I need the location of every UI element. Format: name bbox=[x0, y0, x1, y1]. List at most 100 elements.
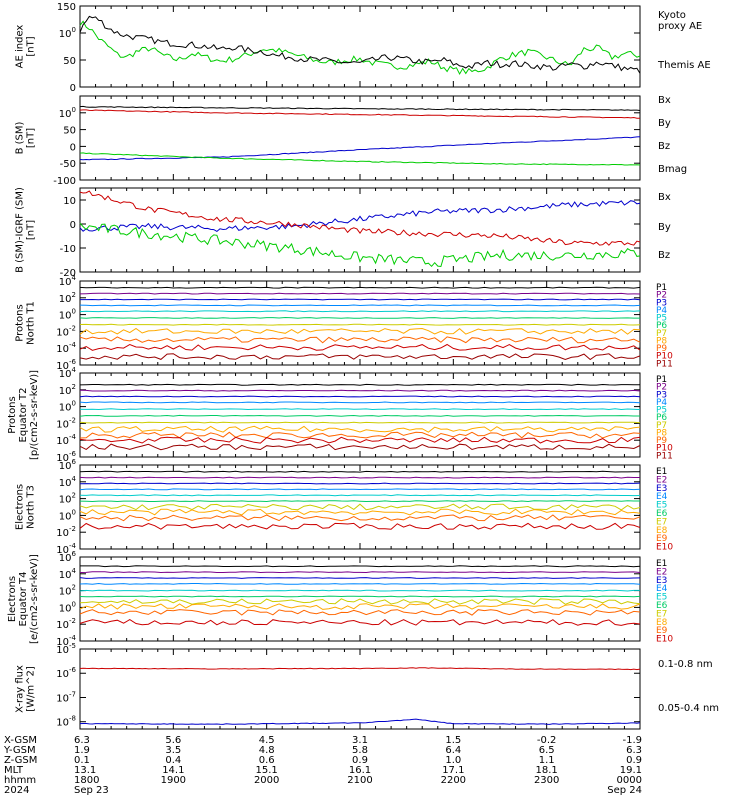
channel-line-e6 bbox=[79, 595, 641, 598]
ephemeris-value: 2000 bbox=[254, 775, 279, 786]
series-line-by bbox=[79, 222, 641, 268]
channel-label: P9 bbox=[656, 436, 667, 446]
series-line-kyoto-proxy-ae bbox=[79, 20, 641, 76]
y-tick-label: 106 bbox=[59, 458, 77, 472]
channel-label: E5 bbox=[656, 593, 667, 603]
y-axis-label: [e/(cm2-s-sr-keV)] bbox=[29, 554, 40, 644]
ephemeris-value: Sep 24 bbox=[607, 785, 642, 796]
panel-frame bbox=[79, 5, 641, 88]
ephemeris-value: 15.1 bbox=[256, 765, 278, 776]
y-tick-label: 0 bbox=[70, 142, 76, 153]
y-axis-label: AE index bbox=[15, 25, 26, 69]
channel-label: P9 bbox=[656, 344, 667, 354]
y-axis-label: North T1 bbox=[26, 301, 37, 345]
y-tick-label: 10-2 bbox=[56, 525, 76, 539]
ephemeris-value: 6.3 bbox=[626, 745, 642, 756]
ephemeris-value: 1.5 bbox=[445, 735, 461, 746]
y-tick-label: 10-6 bbox=[56, 666, 76, 680]
channel-label: E9 bbox=[656, 626, 668, 636]
channel-label: P11 bbox=[656, 451, 673, 461]
channel-line-p1 bbox=[79, 286, 641, 289]
channel-line-p7 bbox=[79, 421, 641, 424]
panel-frame bbox=[79, 187, 641, 273]
channel-label: E7 bbox=[656, 517, 667, 527]
series-label: Bx bbox=[658, 192, 671, 203]
series-line-by bbox=[79, 152, 641, 166]
ephemeris-value: 1900 bbox=[161, 775, 186, 786]
channel-label: E8 bbox=[656, 526, 668, 536]
channel-label: P8 bbox=[656, 428, 667, 438]
channel-label: E10 bbox=[656, 543, 673, 553]
channel-label: P3 bbox=[656, 298, 667, 308]
ephemeris-value: 3.1 bbox=[352, 735, 368, 746]
channel-line-e1 bbox=[79, 470, 641, 473]
y-tick-label: 10-2 bbox=[56, 324, 76, 338]
series-line-0-05-0-4-nm bbox=[79, 718, 641, 725]
channel-line-p1 bbox=[79, 383, 640, 386]
ephemeris-value: 0.9 bbox=[626, 755, 642, 766]
channel-line-e9 bbox=[79, 514, 641, 522]
channel-label: E7 bbox=[656, 609, 667, 619]
series-line-bz bbox=[79, 190, 641, 246]
channel-label: P11 bbox=[656, 359, 673, 369]
channel-line-e3 bbox=[79, 482, 641, 485]
y-axis-label: North T3 bbox=[26, 485, 37, 529]
channel-label: P10 bbox=[656, 352, 673, 362]
y-axis-label: Equator T2 bbox=[18, 388, 29, 443]
y-tick-label: 10-8 bbox=[56, 715, 76, 729]
y-tick-label: 10-4 bbox=[56, 433, 76, 447]
y-axis-label: Protons bbox=[7, 396, 18, 433]
y-axis-label: B (SM)-IGRF (SM) bbox=[15, 187, 26, 273]
y-tick-label: 100 bbox=[59, 600, 76, 614]
channel-label: E6 bbox=[656, 509, 668, 519]
channel-line-e5 bbox=[79, 589, 640, 592]
channel-label: P5 bbox=[656, 406, 667, 416]
y-tick-label: -100 bbox=[53, 176, 76, 187]
y-tick-label: 0 bbox=[70, 220, 76, 231]
y-tick-label: 100 bbox=[59, 106, 76, 120]
y-tick-label: 10-4 bbox=[56, 542, 76, 556]
channel-line-e7 bbox=[79, 503, 641, 511]
channel-label: E8 bbox=[656, 618, 668, 628]
y-tick-label: 10-5 bbox=[56, 642, 76, 656]
panel-ee: 10-4 10-2 100 102 104 106 Electrons Equator T4[… bbox=[7, 550, 673, 648]
channel-line-e8 bbox=[79, 508, 641, 516]
channel-label: P3 bbox=[656, 390, 667, 400]
ephemeris-value: 0.1 bbox=[74, 755, 90, 766]
channel-line-e5 bbox=[79, 494, 641, 497]
y-tick-label: 104 bbox=[59, 475, 77, 489]
channel-line-p4 bbox=[79, 304, 641, 307]
channel-line-p8 bbox=[79, 425, 641, 433]
y-tick-label: 100 bbox=[59, 308, 76, 322]
ephemeris-value: 3.5 bbox=[165, 745, 181, 756]
ephemeris-value: 1800 bbox=[74, 775, 99, 786]
channel-label: E5 bbox=[656, 501, 667, 511]
channel-label: P2 bbox=[656, 291, 667, 301]
ephemeris-value: -1.9 bbox=[622, 735, 642, 746]
channel-line-p4 bbox=[79, 401, 641, 404]
channel-label: E4 bbox=[656, 584, 668, 594]
y-axis-label: [nT] bbox=[26, 128, 37, 148]
y-tick-label: 104 bbox=[59, 366, 77, 380]
ephemeris-row-label: Z-GSM bbox=[4, 755, 37, 766]
ephemeris-value: 0.4 bbox=[165, 755, 181, 766]
channel-line-p5 bbox=[79, 310, 641, 313]
ephemeris-row-label: hhmm bbox=[4, 775, 36, 786]
channel-label: E2 bbox=[656, 475, 667, 485]
y-tick-label: 10-6 bbox=[56, 358, 76, 372]
channel-label: P7 bbox=[656, 329, 667, 339]
series-line-bx bbox=[79, 200, 641, 233]
series-line-bx bbox=[79, 136, 641, 161]
ephemeris-value: 2100 bbox=[347, 775, 372, 786]
channel-label: E10 bbox=[656, 635, 673, 645]
ephemeris-value: 19.1 bbox=[620, 765, 642, 776]
channel-line-e10 bbox=[79, 522, 641, 530]
channel-line-e3 bbox=[79, 577, 641, 579]
y-axis-label: Electrons bbox=[7, 576, 18, 622]
channel-line-p10 bbox=[79, 436, 641, 444]
channel-label: P7 bbox=[656, 421, 667, 431]
ephemeris-row-label: 2024 bbox=[4, 785, 29, 796]
panel-bres: -20 -10 0 10 B (SM)-IGRF (SM) [nT] Bx By Bz bbox=[15, 187, 671, 279]
